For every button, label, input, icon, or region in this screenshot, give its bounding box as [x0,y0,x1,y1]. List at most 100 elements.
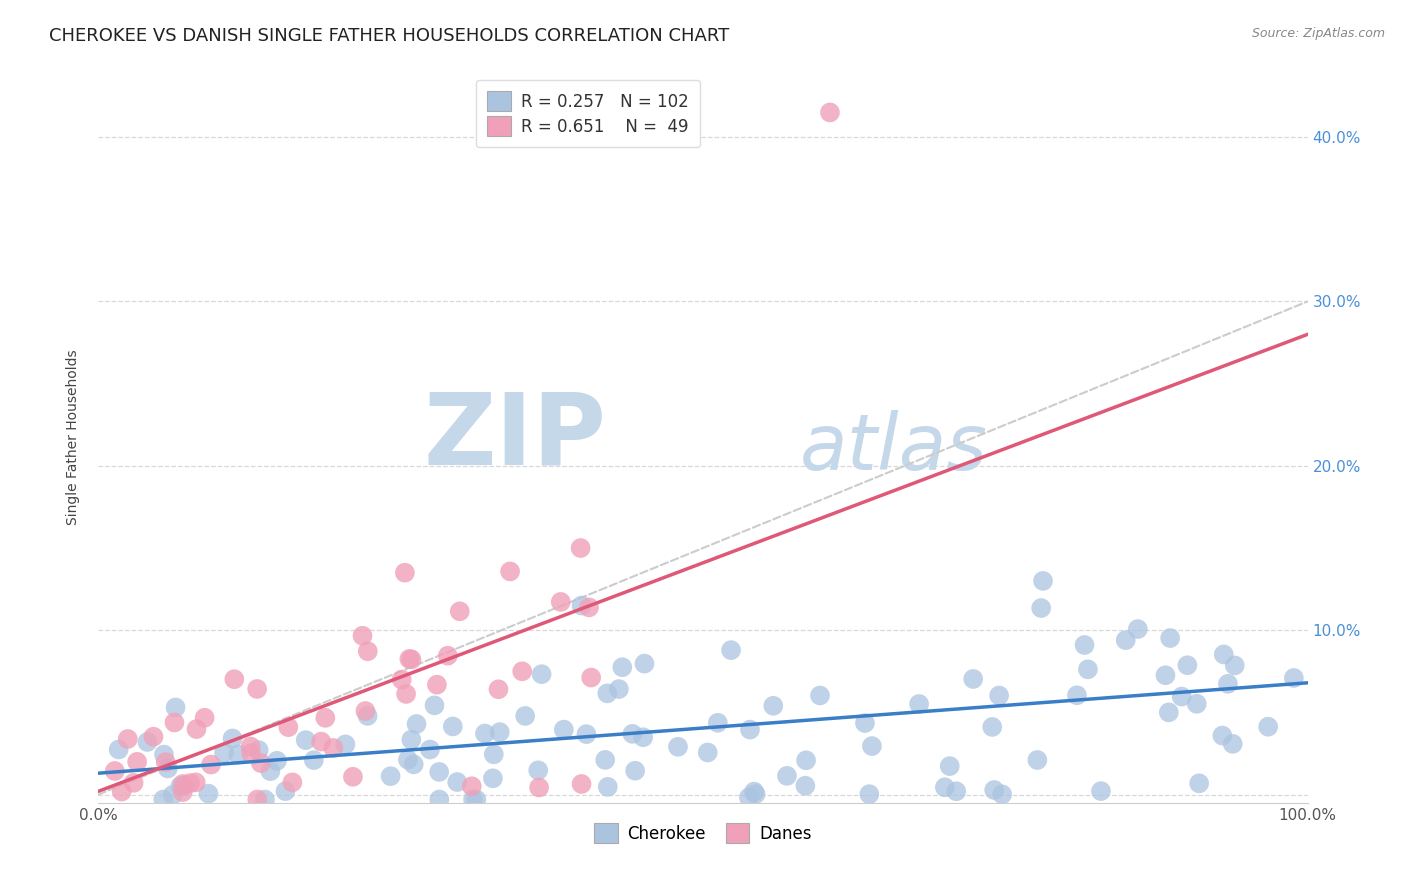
Point [184,775,207,789]
Point [294,733,316,747]
Point [474,726,496,740]
Y-axis label: Single Father Households: Single Father Households [66,350,80,524]
Point [186,722,208,736]
Point [794,753,817,767]
Point [335,738,357,752]
Point [356,709,378,723]
Point [427,764,450,779]
Point [423,698,446,713]
Point [908,697,931,711]
Point [1154,668,1177,682]
Point [156,761,179,775]
Point [246,681,269,696]
Point [938,759,960,773]
Point [441,719,464,733]
Point [696,746,718,760]
Point [194,711,217,725]
Point [762,698,785,713]
Point [172,777,194,791]
Point [274,784,297,798]
Point [427,792,450,806]
Point [571,777,593,791]
Point [127,755,149,769]
Point [226,747,249,762]
Point [437,648,460,663]
Point [988,689,1011,703]
Point [461,792,484,806]
Point [155,755,177,769]
Point [593,753,616,767]
Point [240,747,263,761]
Point [744,787,766,801]
Point [200,757,222,772]
Point [808,689,831,703]
Point [488,682,510,697]
Point [221,731,243,746]
Point [666,739,689,754]
Point [707,715,730,730]
Point [173,779,195,793]
Point [405,717,427,731]
Point [302,753,325,767]
Point [1090,784,1112,798]
Point [162,788,184,802]
Point [402,757,425,772]
Point [354,704,377,718]
Point [1066,688,1088,702]
Point [482,772,505,786]
Point [224,672,246,686]
Point [446,775,468,789]
Point [1159,631,1181,645]
Point [391,673,413,687]
Point [860,739,883,753]
Point [461,779,484,793]
Point [426,678,449,692]
Point [1026,753,1049,767]
Point [858,787,880,801]
Text: atlas: atlas [800,410,987,486]
Point [515,709,537,723]
Point [633,657,655,671]
Point [482,747,505,762]
Point [314,711,336,725]
Point [394,566,416,580]
Point [172,785,194,799]
Point [357,644,380,658]
Point [111,784,134,798]
Point [165,700,187,714]
Point [818,105,841,120]
Point [1115,633,1137,648]
Point [239,739,262,754]
Point [569,541,592,555]
Point [122,776,145,790]
Point [575,727,598,741]
Text: ZIP: ZIP [423,389,606,485]
Point [117,731,139,746]
Point [1170,690,1192,704]
Point [738,790,761,805]
Point [488,725,510,739]
Point [401,652,423,666]
Point [309,734,332,748]
Point [571,599,593,613]
Point [1032,574,1054,588]
Point [1031,601,1053,615]
Point [499,565,522,579]
Text: Source: ZipAtlas.com: Source: ZipAtlas.com [1251,27,1385,40]
Point [163,715,186,730]
Point [738,723,761,737]
Point [401,732,423,747]
Point [1211,729,1233,743]
Point [776,769,799,783]
Point [277,720,299,734]
Point [1185,697,1208,711]
Point [579,671,602,685]
Point [624,764,647,778]
Point [419,742,441,756]
Point [607,682,630,697]
Point [1157,706,1180,720]
Point [266,754,288,768]
Point [136,735,159,749]
Point [981,720,1004,734]
Point [342,770,364,784]
